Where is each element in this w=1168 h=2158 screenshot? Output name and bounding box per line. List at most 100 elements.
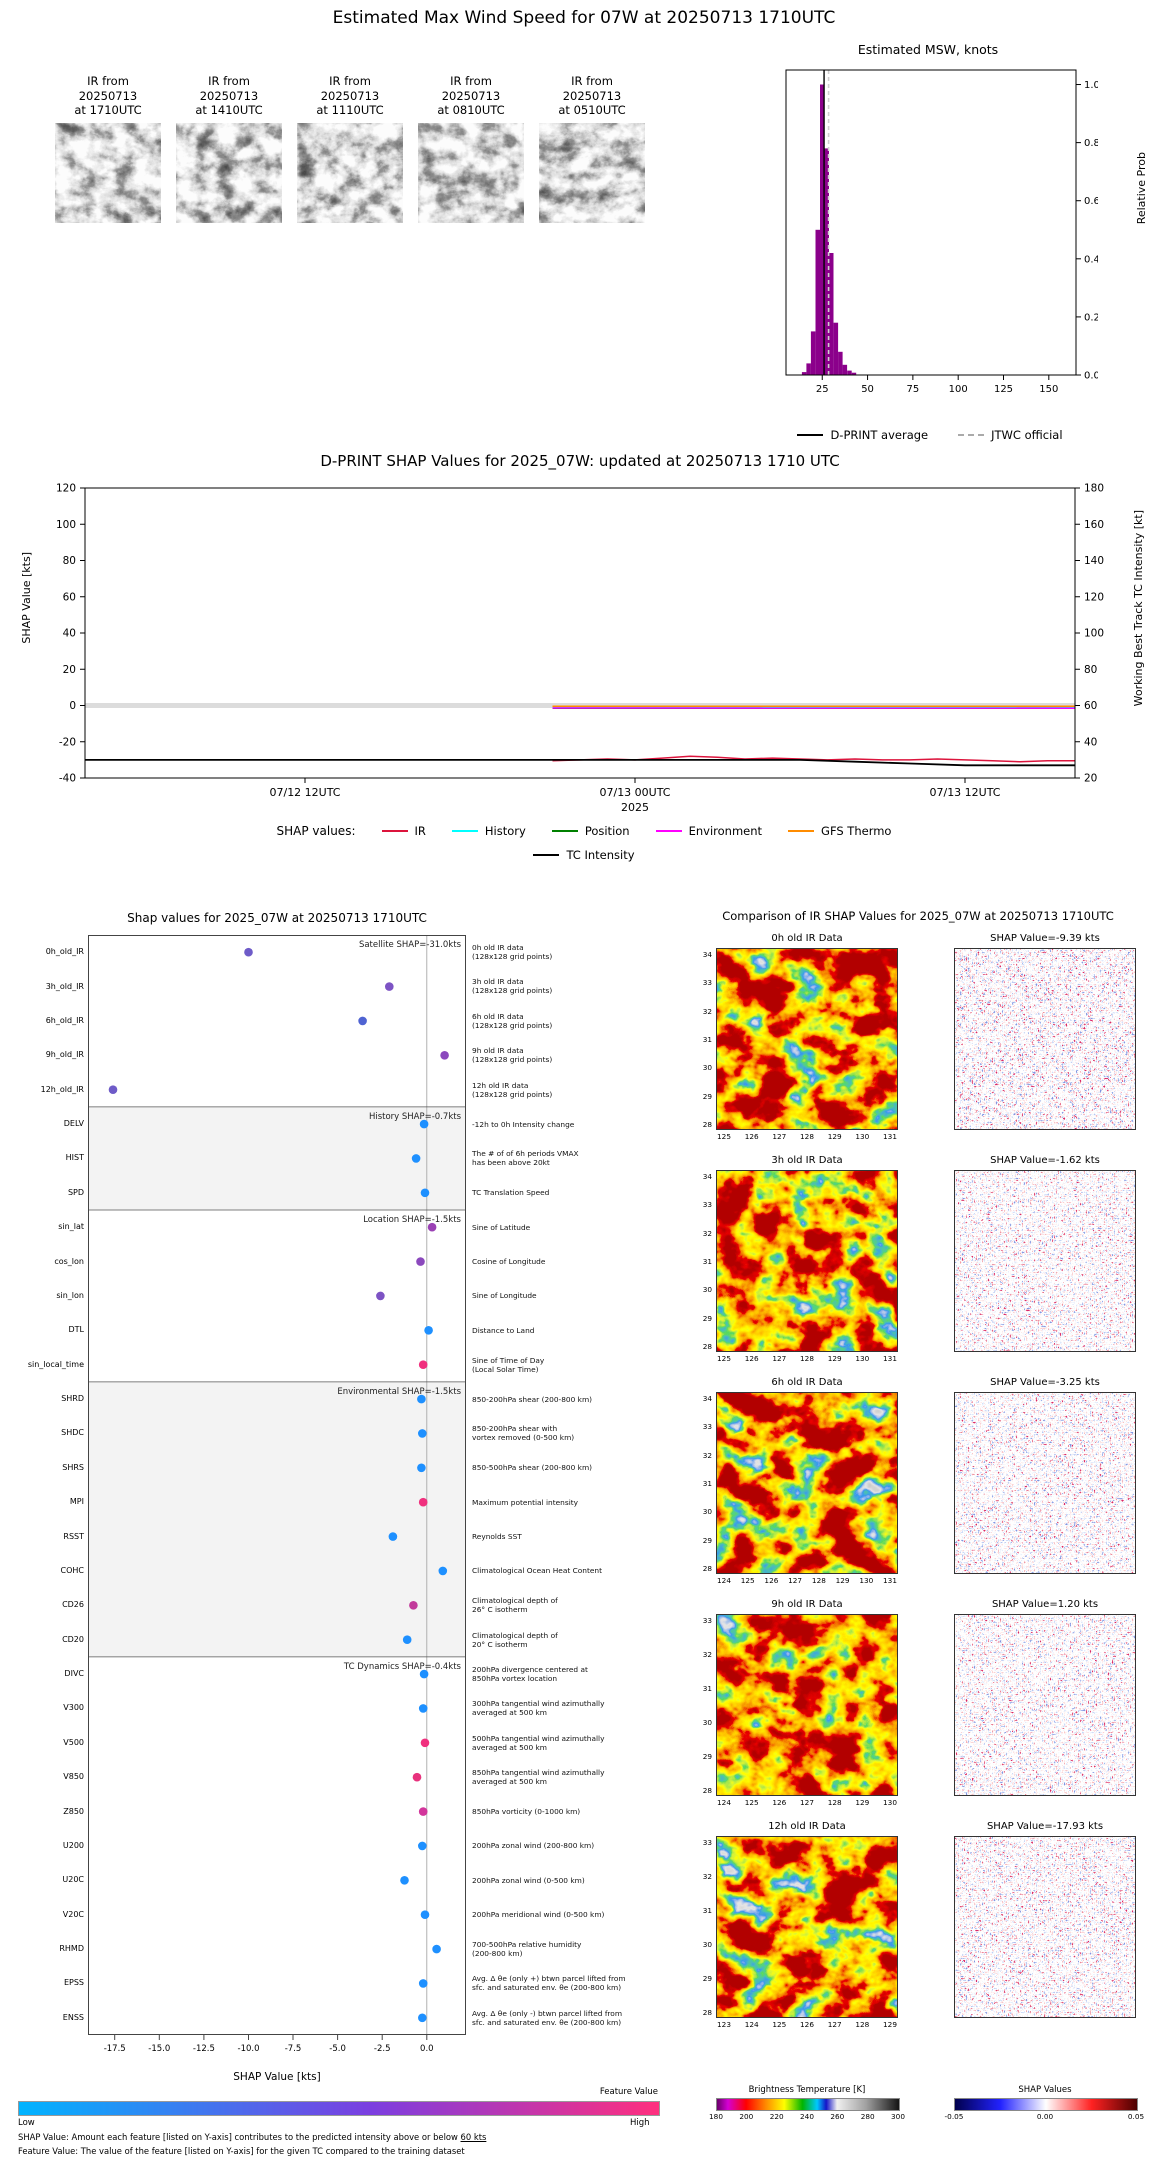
ir-shap-comparison-panel: Comparison of IR SHAP Values for 2025_07… <box>668 905 1168 2155</box>
dotplot-plot: Satellite SHAP=-31.0kts History SHAP=-0.7… <box>88 935 466 2069</box>
lon-tick-label: 127 <box>827 2020 842 2029</box>
shap-noise <box>954 1170 1136 1352</box>
lon-tick-label: 130 <box>855 1132 870 1141</box>
histogram-svg: 25 50 75 100 125 150 0.0 0.2 0.4 0.6 0.8 1.0 <box>785 69 1098 395</box>
lon-tick-label: 130 <box>859 1576 874 1585</box>
y-tick-label: 1.0 <box>1084 80 1098 91</box>
ir-image-svg <box>297 123 403 223</box>
ir-noise <box>539 123 645 223</box>
shap-dot-DELV <box>419 1119 429 1129</box>
feature-name-CD20: CD20 <box>62 1634 84 1644</box>
map-frame <box>954 948 1136 1130</box>
x-tick-label: -15.0 <box>148 2044 170 2054</box>
left-tick-label: 100 <box>56 519 76 531</box>
shap-noise <box>954 1614 1136 1796</box>
lat-tick-label: 29 <box>702 1752 712 1761</box>
lon-tick-label: 125 <box>717 1132 731 1141</box>
lat-tick-label: 33 <box>702 1422 712 1432</box>
x-tick-label: -5.0 <box>329 2044 346 2054</box>
shap-colorbar-tick: -0.05 <box>944 2112 964 2121</box>
feature-value-label: Feature Value <box>599 2087 658 2097</box>
lat-tick-label: 31 <box>702 1257 712 1266</box>
ir-color-noise <box>716 948 898 1130</box>
feature-name-EPSS: EPSS <box>63 1978 84 1988</box>
feature-desc-cos_lon: Cosine of Longitude <box>472 1257 546 1266</box>
shap-dotplot-panel: Shap values for 2025_07W at 20250713 171… <box>8 905 666 2156</box>
feature-desc-HIST: The # of of 6h periods VMAX has been abov… <box>472 1149 579 1168</box>
histogram-bar <box>815 229 820 375</box>
shap-dot-DTL <box>424 1326 433 1335</box>
feature-name-3h_old_IR: 3h_old_IR <box>45 981 84 991</box>
shap-map-svg <box>954 948 1136 1130</box>
shap-dot-Z850 <box>418 1807 428 1816</box>
histogram-frame <box>785 69 1077 376</box>
feature-desc-U200: 200hPa zonal wind (200-800 km) <box>472 1841 595 1851</box>
ir-image-svg <box>55 123 161 223</box>
lat-tick-label: 32 <box>702 1006 712 1016</box>
histogram-bar <box>838 351 843 375</box>
ir-data-map <box>716 1614 898 1796</box>
lat-tick-label: 28 <box>702 2008 712 2017</box>
shap-map-title: SHAP Value=-1.62 kts <box>990 1155 1100 1166</box>
map-frame <box>954 1170 1136 1352</box>
feature-desc-COHC: Climatological Ocean Heat Content <box>472 1566 602 1576</box>
lat-tick-label: 29 <box>702 1091 712 1101</box>
lon-tick-label: 125 <box>772 2020 787 2029</box>
legend-label: Position <box>584 824 630 838</box>
ir-thumbnail: IR from 20250713 at 1410UTC <box>176 74 282 223</box>
y-tick-label: 0.4 <box>1084 254 1098 265</box>
shap-map-svg <box>954 1170 1136 1352</box>
lon-tick-label: 129 <box>883 2020 897 2029</box>
ir-thumbnail-label: IR from 20250713 at 0810UTC <box>437 74 505 118</box>
feature-name-12h_old_IR: 12h_old_IR <box>40 1084 84 1094</box>
feature-desc-DTL: Distance to Land <box>472 1325 535 1335</box>
lat-tick-label: 33 <box>702 1616 712 1625</box>
x-tick-label: -10.0 <box>238 2044 260 2054</box>
ir-image-svg <box>176 123 282 223</box>
timeseries-title: D-PRINT SHAP Values for 2025_07W: update… <box>320 452 840 470</box>
dotplot-title: Shap values for 2025_07W at 20250713 171… <box>127 911 427 925</box>
feature-desc-U20C: 200hPa zonal wind (0-500 km) <box>472 1875 585 1885</box>
lat-tick-label: 34 <box>702 1394 712 1403</box>
y-tick-label: 0.6 <box>1084 196 1098 207</box>
histogram-bar <box>833 322 839 375</box>
shap-dot-SPD <box>420 1188 430 1198</box>
feature-desc-RHMD: 700-500hPa relative humidity (200-800 km) <box>472 1939 582 1958</box>
legend-item-position: Position <box>551 824 630 838</box>
histogram-bar <box>824 148 829 375</box>
lat-tick-label: 28 <box>702 1342 712 1351</box>
feature-desc-sin_local_time: Sine of Time of Day (Local Solar Time) <box>472 1355 545 1374</box>
feature-value-high-label: High <box>630 2118 650 2128</box>
ir-color-noise <box>716 1170 898 1352</box>
shap-dot-EPSS <box>418 1979 428 1988</box>
legend-swatch <box>655 830 682 832</box>
legend-item-jtwc-official: JTWC official <box>958 428 1063 442</box>
shap-dot-V850 <box>412 1772 422 1782</box>
ir-thumbnail-label: IR from 20250713 at 1410UTC <box>195 74 263 118</box>
shap-dot-CD20 <box>402 1635 412 1644</box>
lat-tick-label: 34 <box>702 950 712 959</box>
lon-tick-label: 125 <box>717 1354 731 1363</box>
feature-desc-V300: 300hPa tangential wind azimuthally averag… <box>472 1699 605 1718</box>
map-frame <box>716 948 898 1130</box>
shap-dot-CD26 <box>409 1601 418 1610</box>
x-tick-label: 07/12 12UTC <box>269 786 340 799</box>
feature-name-RSST: RSST <box>63 1531 84 1541</box>
map-frame <box>954 1836 1136 2018</box>
legend-item-tc-intensity: TC Intensity <box>533 848 635 862</box>
map-frame <box>954 1614 1136 1796</box>
feature-name-DIVC: DIVC <box>64 1669 84 1679</box>
lat-tick-label: 28 <box>702 1120 712 1129</box>
feature-desc-V500: 500hPa tangential wind azimuthally averag… <box>472 1733 605 1752</box>
feature-name-RHMD: RHMD <box>59 1944 84 1954</box>
y-tick-label: 0.0 <box>1084 371 1098 382</box>
y-tick-label: 0.2 <box>1084 312 1098 323</box>
bt-colorbar-tick: 280 <box>860 2112 875 2121</box>
lon-tick-label: 126 <box>764 1576 779 1585</box>
lat-tick-label: 33 <box>702 1200 712 1210</box>
legend-label: History <box>484 824 526 838</box>
right-tick-label: 80 <box>1084 664 1097 676</box>
lon-tick-label: 128 <box>827 1798 842 1807</box>
shap-map-title: SHAP Value=-9.39 kts <box>990 933 1100 944</box>
